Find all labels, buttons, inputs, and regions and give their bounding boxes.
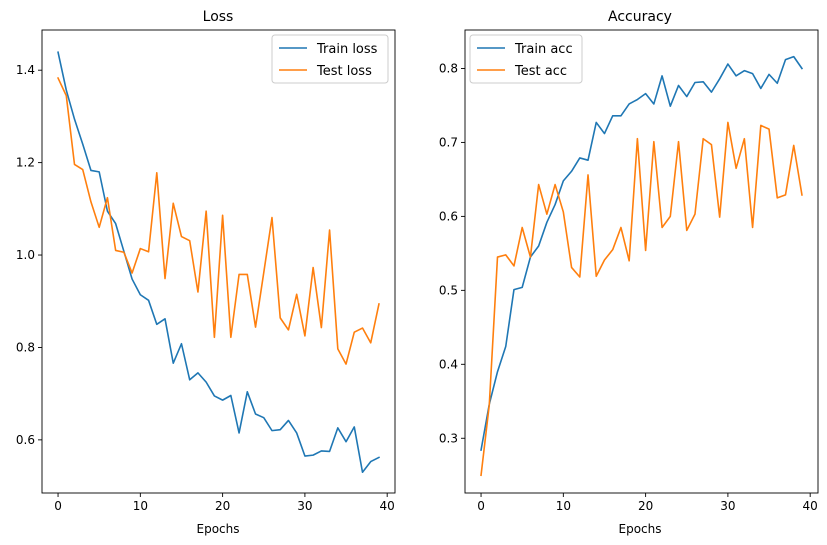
accuracy-ytick-label: 0.8 [439,61,458,75]
loss-xtick-label: 30 [297,499,312,513]
accuracy-legend-box [469,34,583,84]
accuracy-ytick-label: 0.5 [439,283,458,297]
accuracy-xtick-label: 10 [556,499,571,513]
accuracy-xtick-label: 40 [803,499,818,513]
accuracy-chart: Accuracy 0 10 20 30 40 0.3 0.4 0.5 0.6 0.7 0.8 Epo… [439,9,819,536]
accuracy-xtick-label: 20 [638,499,653,513]
loss-series-test-line [56,76,380,365]
accuracy-ytick-label: 0.6 [439,209,458,223]
loss-xtick-label: 0 [54,499,62,513]
accuracy-ytick-label: 0.7 [439,135,458,149]
loss-legend-box [271,34,389,84]
loss-plot-area: 0 10 20 30 40 0.6 0.8 1.0 1.2 1.4 [16,29,396,513]
loss-xtick-label: 10 [133,499,148,513]
accuracy-title: Accuracy [608,9,672,25]
loss-xtick-label: 40 [380,499,395,513]
loss-ytick-label: 0.8 [16,340,35,354]
accuracy-series-test-line [480,121,803,477]
accuracy-xtick-label: 0 [477,499,485,513]
loss-legend-train-label: Train loss [316,42,378,57]
loss-legend: Train loss Test loss [271,34,389,84]
accuracy-xlabel: Epochs [619,522,662,536]
accuracy-xtick-label: 30 [720,499,735,513]
accuracy-axes-frame [464,29,819,494]
loss-xlabel: Epochs [197,522,240,536]
loss-chart: Loss 0 10 20 30 40 0.6 0.8 1.0 1.2 1.4 Epochs Tra… [16,9,396,536]
loss-series-train-line [57,51,381,474]
accuracy-ytick-label: 0.3 [439,431,458,445]
accuracy-legend-test-label: Test acc [514,64,567,79]
loss-ytick-label: 1.0 [16,248,35,262]
accuracy-series-train-line [480,55,804,452]
loss-ytick-label: 1.2 [16,156,35,170]
accuracy-legend: Train acc Test acc [469,34,583,84]
accuracy-ytick-label: 0.4 [439,357,458,371]
loss-ytick-label: 0.6 [16,433,35,447]
accuracy-legend-train-label: Train acc [514,42,573,57]
loss-xtick-label: 20 [215,499,230,513]
loss-title: Loss [203,9,234,25]
accuracy-plot-area: 0 10 20 30 40 0.3 0.4 0.5 0.6 0.7 0.8 [439,29,819,513]
loss-legend-test-label: Test loss [316,64,372,79]
loss-axes-frame [41,29,396,494]
loss-ytick-label: 1.4 [16,63,35,77]
